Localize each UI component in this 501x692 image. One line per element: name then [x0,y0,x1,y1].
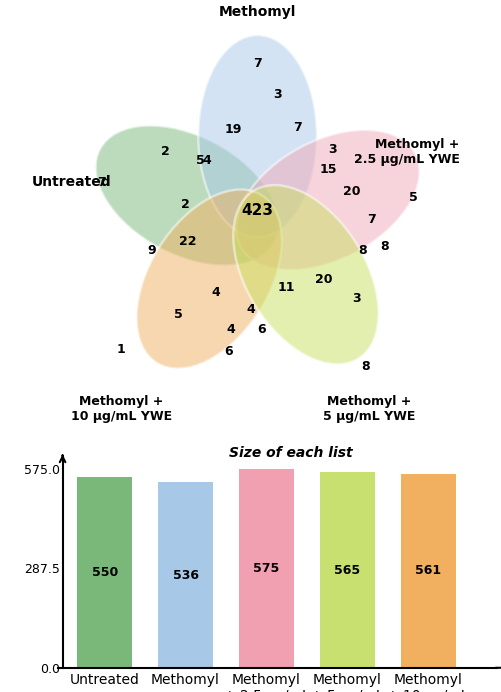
Text: 19: 19 [224,123,241,136]
Text: 3: 3 [351,292,360,305]
Ellipse shape [233,185,378,364]
Bar [400,474,455,668]
Text: 6: 6 [224,345,233,358]
Ellipse shape [198,35,316,237]
Text: Methomyl +
5 μg/mL YWE: Methomyl + 5 μg/mL YWE [323,394,415,423]
Text: Methomyl: Methomyl [218,6,296,19]
Text: 575: 575 [253,562,279,575]
Text: Methomyl +
10 μg/mL YWE: Methomyl + 10 μg/mL YWE [71,394,171,423]
Text: 4: 4 [246,303,255,316]
Text: 1: 1 [117,343,125,356]
Text: 20: 20 [314,273,332,286]
Text: 3: 3 [273,88,281,101]
Text: 8: 8 [358,244,367,257]
Text: 550: 550 [91,566,118,579]
Text: 9: 9 [147,244,156,257]
Text: 565: 565 [334,563,360,576]
Text: 4: 4 [226,323,235,336]
Bar [158,482,212,668]
Ellipse shape [96,125,279,266]
Text: 2: 2 [161,145,169,158]
Ellipse shape [136,190,282,369]
Text: 561: 561 [414,564,440,577]
Text: 7: 7 [97,176,106,189]
Text: 5: 5 [196,154,204,167]
Text: Size of each list: Size of each list [228,446,352,460]
Text: 2: 2 [180,198,189,211]
Ellipse shape [236,130,419,270]
Bar [77,477,132,668]
Text: 536: 536 [172,569,198,581]
Text: 3: 3 [327,143,336,156]
Bar [319,473,374,668]
Text: 423: 423 [241,203,273,219]
Text: Methomyl +
2.5 μg/mL YWE: Methomyl + 2.5 μg/mL YWE [353,138,459,165]
Text: 5: 5 [174,308,182,320]
Bar [238,469,294,668]
Text: 4: 4 [202,154,211,167]
Text: 7: 7 [367,213,375,226]
Text: 20: 20 [343,185,360,198]
Text: 11: 11 [277,282,294,294]
Text: 6: 6 [257,323,266,336]
Text: 7: 7 [253,57,262,70]
Text: 7: 7 [292,121,301,134]
Text: Untreated: Untreated [32,175,112,190]
Text: 4: 4 [211,286,220,299]
Text: 8: 8 [360,361,369,374]
Text: 15: 15 [319,163,336,176]
Text: 5: 5 [408,191,417,204]
Text: 8: 8 [380,239,389,253]
Text: 22: 22 [178,235,196,248]
